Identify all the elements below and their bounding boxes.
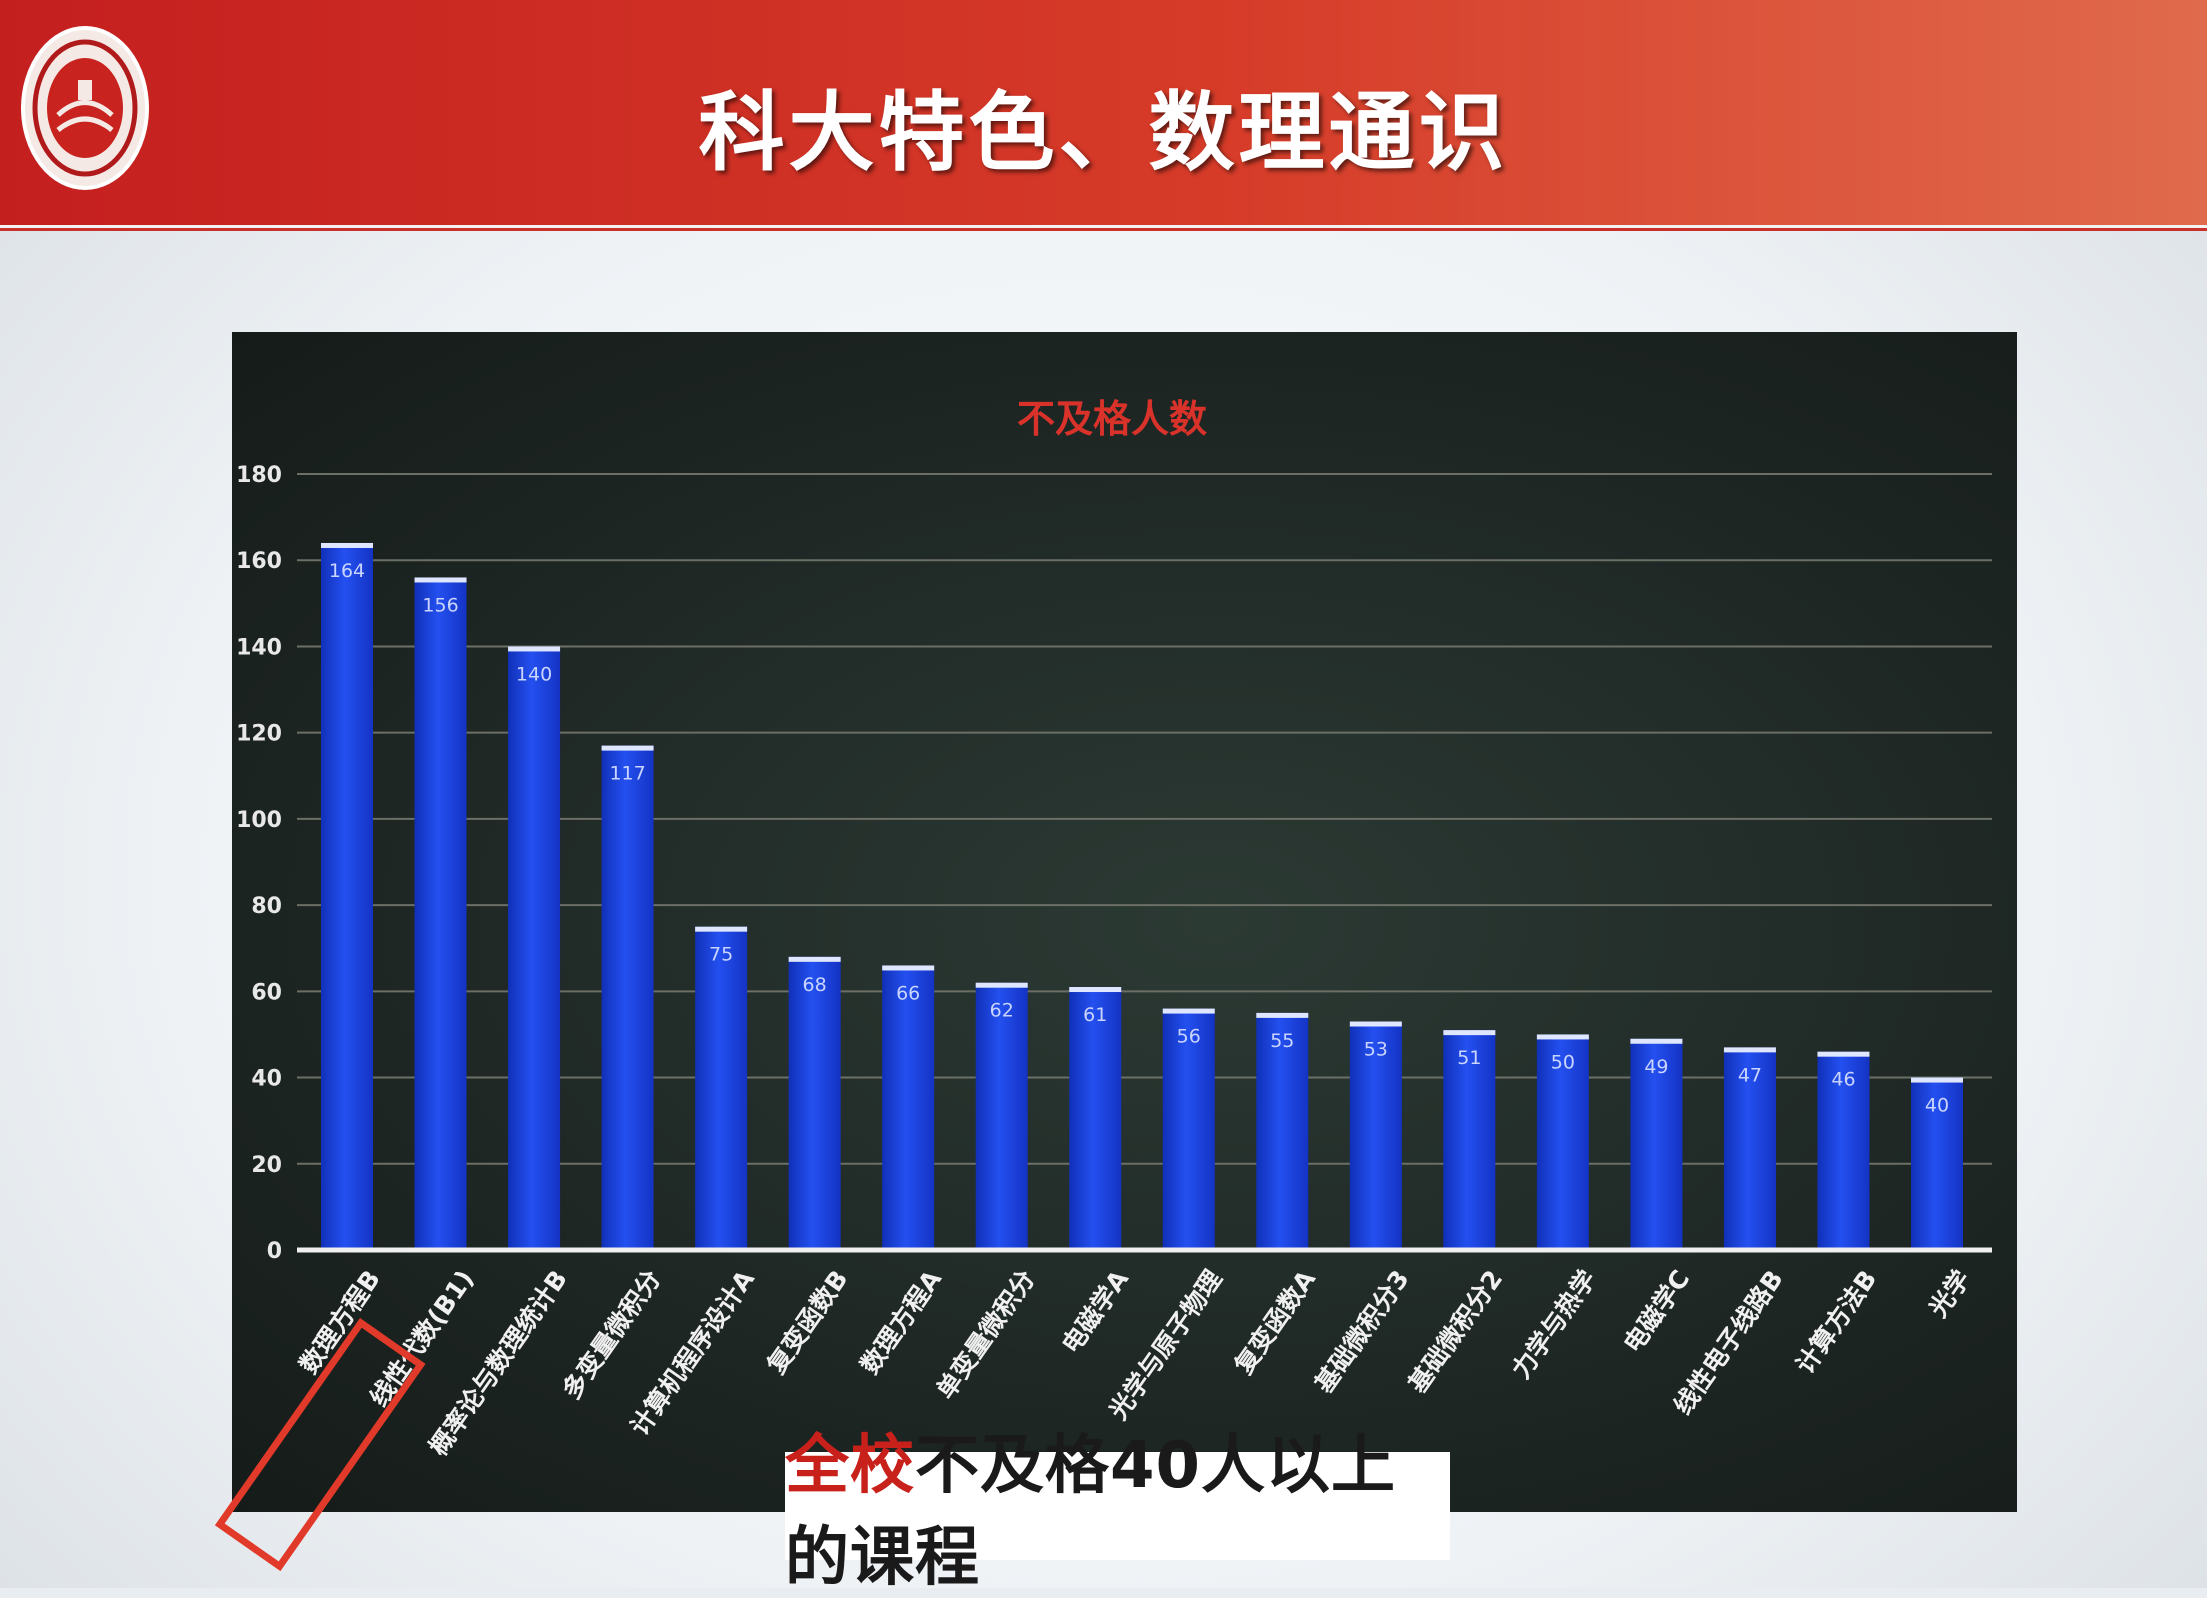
bar-cap [601, 745, 654, 751]
chart-title: 不及格人数 [1017, 397, 1207, 441]
bar [1536, 1034, 1589, 1250]
data-label: 40 [1925, 1095, 1949, 1117]
bar-cap [1817, 1051, 1870, 1057]
bar-cap [695, 926, 748, 932]
bar-cap [1162, 1008, 1215, 1014]
data-label: 61 [1083, 1004, 1107, 1026]
bar-cap [975, 982, 1028, 988]
bar [1349, 1021, 1402, 1250]
bar-cap [1630, 1038, 1683, 1044]
y-tick-label: 120 [236, 722, 282, 747]
y-tick-label: 100 [236, 808, 282, 833]
y-tick-label: 80 [251, 894, 282, 919]
bar [882, 965, 935, 1250]
data-label: 68 [803, 974, 827, 996]
bar [975, 982, 1028, 1250]
y-tick-label: 140 [236, 635, 282, 660]
bar [1817, 1051, 1870, 1250]
x-tick-label: 复变函数A [1229, 1264, 1322, 1379]
bar-cap [788, 956, 841, 962]
data-label: 49 [1644, 1056, 1668, 1078]
y-tick-label: 160 [236, 549, 282, 574]
y-tick-label: 180 [236, 463, 282, 488]
x-tick-label: 基础微积分2 [1403, 1265, 1508, 1398]
x-tick-label: 电磁学A [1056, 1264, 1134, 1358]
data-label: 53 [1364, 1039, 1388, 1061]
y-tick-label: 0 [267, 1239, 282, 1264]
bar [601, 745, 654, 1250]
x-tick-label: 光学 [1923, 1265, 1976, 1323]
y-tick-label: 40 [251, 1067, 282, 1092]
bar [321, 542, 373, 1250]
bar [788, 956, 841, 1250]
bar [1723, 1047, 1776, 1250]
caption-box: 全校不及格40人以上的课程 [785, 1429, 1450, 1595]
x-tick-label: 复变函数B [762, 1265, 854, 1379]
data-label: 75 [709, 944, 733, 966]
y-axis-ticks: 0 20 40 60 80 100 120 140 160 180 [236, 463, 282, 1264]
caption-accent: 全校 [785, 1429, 915, 1503]
data-label: 56 [1177, 1026, 1201, 1048]
bar-cap [1349, 1021, 1402, 1027]
bar-cap [1443, 1030, 1496, 1036]
bar-cap [882, 965, 935, 971]
bar [1256, 1012, 1309, 1250]
x-tick-label: 多变量微积分 [557, 1265, 667, 1405]
x-tick-label: 电磁学C [1618, 1265, 1695, 1358]
bar [1443, 1030, 1496, 1250]
bar-cap [1256, 1012, 1309, 1018]
data-label: 51 [1457, 1047, 1481, 1069]
header-band: 科大特色、数理通识 [0, 0, 2207, 225]
university-emblem-icon [21, 26, 149, 190]
data-label: 46 [1831, 1069, 1855, 1091]
data-label: 47 [1738, 1064, 1762, 1086]
x-tick-label: 力学与热学 [1506, 1265, 1601, 1384]
bar-cap [1536, 1034, 1589, 1040]
bar-chart: 不及格人数 0 20 40 60 80 100 120 140 160 180 164 156 140… [236, 397, 1992, 1461]
chart-panel: 不及格人数 0 20 40 60 80 100 120 140 160 180 164 156 140… [232, 332, 2017, 1512]
bar-cap [321, 542, 373, 548]
data-label: 50 [1551, 1051, 1575, 1073]
y-tick-label: 60 [251, 980, 282, 1005]
bar-cap [1069, 987, 1122, 993]
data-label: 62 [990, 1000, 1014, 1022]
data-label: 164 [329, 560, 365, 582]
bar [1911, 1077, 1963, 1250]
bar [1069, 987, 1122, 1250]
x-tick-label: 数理方程A [855, 1264, 948, 1379]
x-tick-label: 计算方法B [1790, 1265, 1882, 1379]
x-tick-label: 基础微积分3 [1309, 1265, 1414, 1398]
y-tick-label: 20 [251, 1153, 282, 1178]
bar-cap [1911, 1077, 1963, 1083]
data-label: 156 [422, 594, 458, 616]
page-title: 科大特色、数理通识 [698, 83, 1509, 183]
bar-cap [508, 646, 561, 652]
bar-cap [1723, 1047, 1776, 1053]
bar [508, 646, 561, 1250]
caption-rest: 不及格40人以上的课程 [785, 1429, 1397, 1595]
x-tick-label: 单变量微积分 [931, 1265, 1041, 1405]
data-label: 66 [896, 982, 920, 1004]
data-label: 55 [1270, 1030, 1294, 1052]
gridlines [297, 473, 1992, 1165]
data-label: 117 [609, 763, 645, 785]
bar [695, 926, 748, 1250]
bar-cap [414, 577, 467, 583]
bar [414, 577, 467, 1250]
data-label: 140 [516, 663, 552, 685]
bars: 164 156 140 117 75 68 66 62 61 56 55 53 51 50 49 47 46 40 [321, 542, 1963, 1250]
bar [1162, 1008, 1215, 1250]
caption-text: 全校不及格40人以上的课程 [785, 1414, 1450, 1598]
bar [1630, 1038, 1683, 1250]
